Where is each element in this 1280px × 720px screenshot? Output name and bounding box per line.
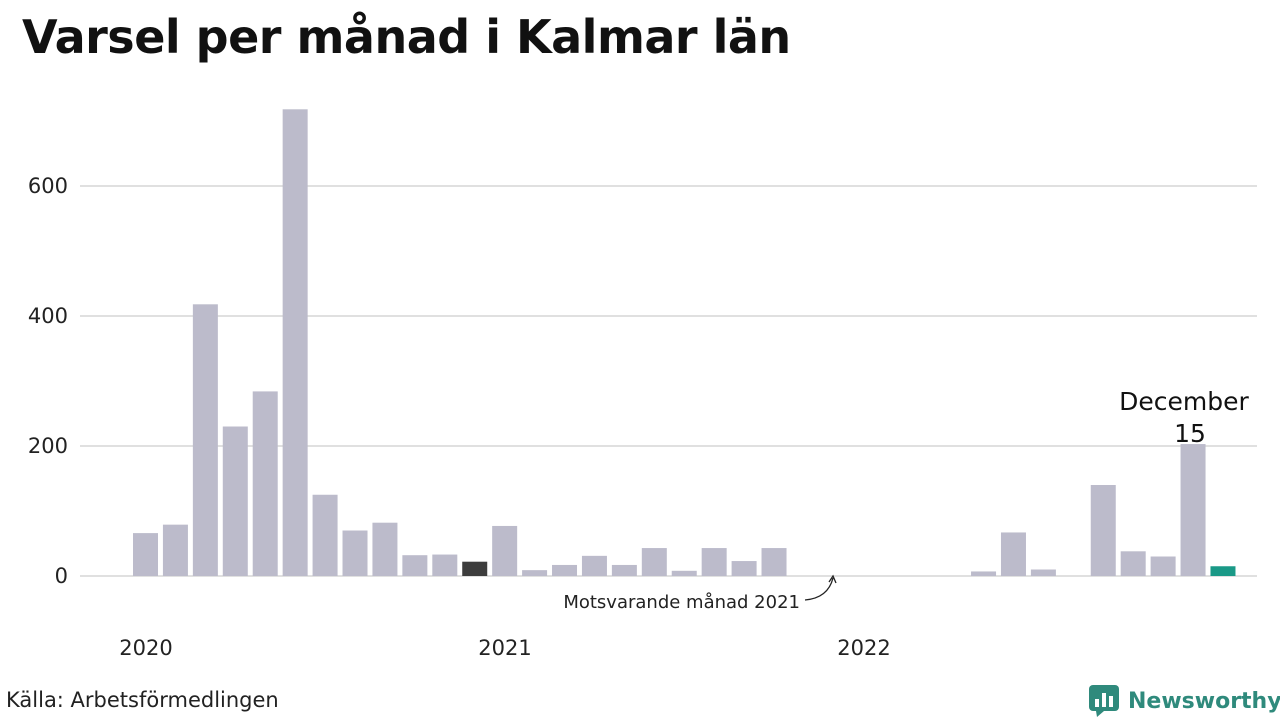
bar	[1120, 551, 1146, 576]
bar	[611, 564, 637, 576]
bar	[222, 426, 248, 576]
comparison-annotation: Motsvarande månad 2021	[563, 592, 800, 613]
bar	[133, 533, 158, 576]
bar	[372, 522, 398, 576]
y-tick-label: 200	[28, 434, 68, 458]
y-axis-ticks: 0 200 400 600	[28, 174, 68, 588]
highlight-value-label: 15	[1174, 419, 1206, 448]
y-tick-label: 0	[55, 564, 68, 588]
annotations: Motsvarande månad 2021 December 15	[563, 387, 1249, 613]
bar	[192, 304, 218, 576]
bar	[432, 554, 458, 576]
brand-name: Newsworthy	[1128, 688, 1280, 714]
x-axis-ticks: 2020 2021 2022	[119, 636, 890, 660]
bar	[581, 555, 607, 576]
x-tick-label: 2022	[837, 636, 890, 660]
bars	[133, 109, 1236, 577]
bar	[252, 391, 278, 576]
bar	[1000, 532, 1026, 576]
annotation-arrowhead	[828, 574, 837, 584]
bar	[462, 561, 488, 576]
y-tick-label: 400	[28, 304, 68, 328]
x-tick-label: 2020	[119, 636, 172, 660]
annotation-arrow	[804, 577, 834, 601]
bar	[671, 570, 697, 576]
x-tick-label: 2021	[478, 636, 531, 660]
bar	[1090, 485, 1116, 576]
bar	[1030, 569, 1056, 576]
bar	[162, 524, 188, 576]
bar	[731, 561, 757, 576]
brand-logo[interactable]: Newsworthy	[1088, 684, 1280, 718]
bar	[641, 548, 667, 576]
bar	[342, 530, 368, 576]
bar	[522, 570, 548, 576]
bar	[552, 564, 578, 576]
y-tick-label: 600	[28, 174, 68, 198]
newsworthy-logo-icon	[1089, 685, 1119, 717]
chart-title: Varsel per månad i Kalmar län	[22, 10, 791, 64]
source-note: Källa: Arbetsförmedlingen	[6, 688, 279, 712]
bar	[492, 525, 518, 576]
bar	[402, 555, 428, 576]
bar	[1180, 444, 1206, 576]
bar	[971, 571, 997, 576]
bar	[1210, 566, 1236, 576]
bar	[312, 494, 338, 576]
highlight-month-label: December	[1119, 387, 1249, 416]
bar	[282, 109, 308, 577]
bar-chart: 0 200 400 600 2020 2021 2022 Motsvarande måna…	[28, 109, 1257, 660]
bar	[1150, 556, 1176, 576]
bar	[701, 548, 727, 576]
bar	[761, 548, 787, 576]
